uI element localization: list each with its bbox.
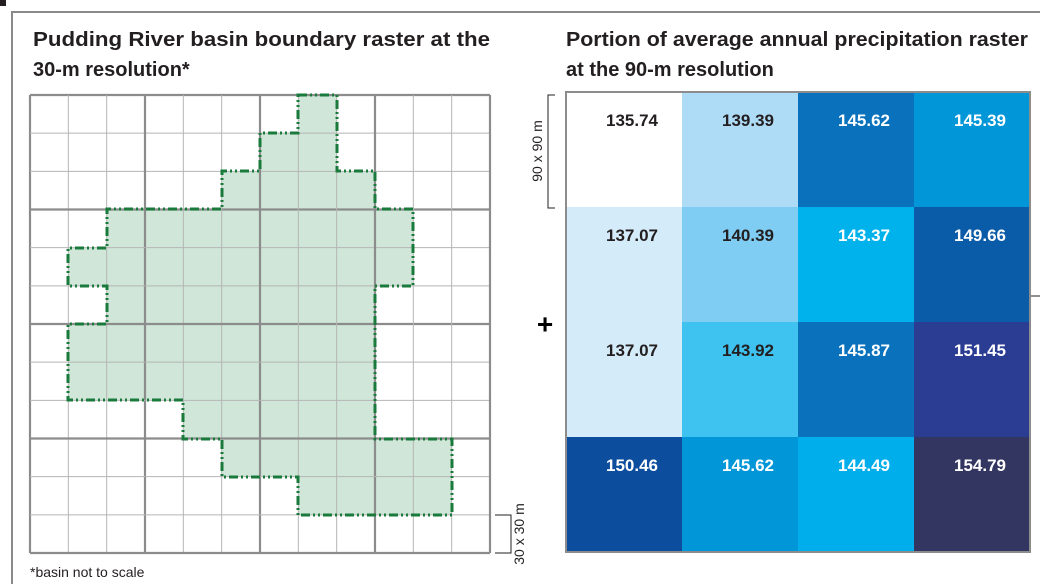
- basin-outline: [66, 93, 454, 517]
- raster-cell: [682, 437, 798, 552]
- raster-cell: [798, 207, 914, 322]
- cell-size-label: 90 x 90 m: [529, 120, 545, 181]
- cell-size-label: 30 x 30 m: [511, 503, 527, 564]
- cell-value: 137.07: [606, 341, 658, 360]
- cell-value: 145.39: [954, 111, 1006, 130]
- cell-value: 140.39: [722, 226, 774, 245]
- frame: [11, 11, 1040, 584]
- raster-cell: [914, 207, 1030, 322]
- cell-value: 149.66: [954, 226, 1006, 245]
- plus-sign: +: [537, 308, 553, 339]
- raster-cell: [682, 207, 798, 322]
- raster-cell: [566, 207, 682, 322]
- basin-grid: [28, 93, 492, 555]
- raster-cell: [798, 437, 914, 552]
- bracket: [547, 94, 555, 209]
- raster-cell: [798, 322, 914, 437]
- raster-cell: [914, 322, 1030, 437]
- raster-cell: [914, 92, 1030, 207]
- cell-value: 143.37: [838, 226, 890, 245]
- cell-value: 150.46: [606, 456, 658, 475]
- cell-value: 154.79: [954, 456, 1006, 475]
- raster-cell: [914, 437, 1030, 552]
- raster-cell: [682, 322, 798, 437]
- left-title: Pudding River basin boundary raster at t…: [33, 29, 490, 51]
- cell-value: 145.87: [838, 341, 890, 360]
- raster-cell: [682, 92, 798, 207]
- right-title: at the 90-m resolution: [566, 59, 774, 81]
- cell-value: 145.62: [722, 456, 774, 475]
- cell-value: 145.62: [838, 111, 890, 130]
- raster-cell: [566, 92, 682, 207]
- cell-value: 144.49: [838, 456, 890, 475]
- raster-cell: [566, 437, 682, 552]
- footnote: *basin not to scale: [30, 564, 145, 580]
- cell-value: 135.74: [606, 111, 659, 130]
- cell-value: 137.07: [606, 226, 658, 245]
- cell-value: 151.45: [954, 341, 1006, 360]
- corner-mark: [0, 0, 6, 6]
- raster-cell: [798, 92, 914, 207]
- left-title: 30-m resolution*: [33, 59, 190, 81]
- cell-value: 143.92: [722, 341, 774, 360]
- raster-border: [565, 91, 1031, 553]
- right-title: Portion of average annual precipitation …: [566, 29, 1028, 51]
- precip-grid: 135.74 139.39 145.62 145.39 137.07 140.39 143.…: [565, 91, 1031, 553]
- raster-cell: [566, 322, 682, 437]
- cell-value: 139.39: [722, 111, 774, 130]
- bracket: [495, 514, 512, 554]
